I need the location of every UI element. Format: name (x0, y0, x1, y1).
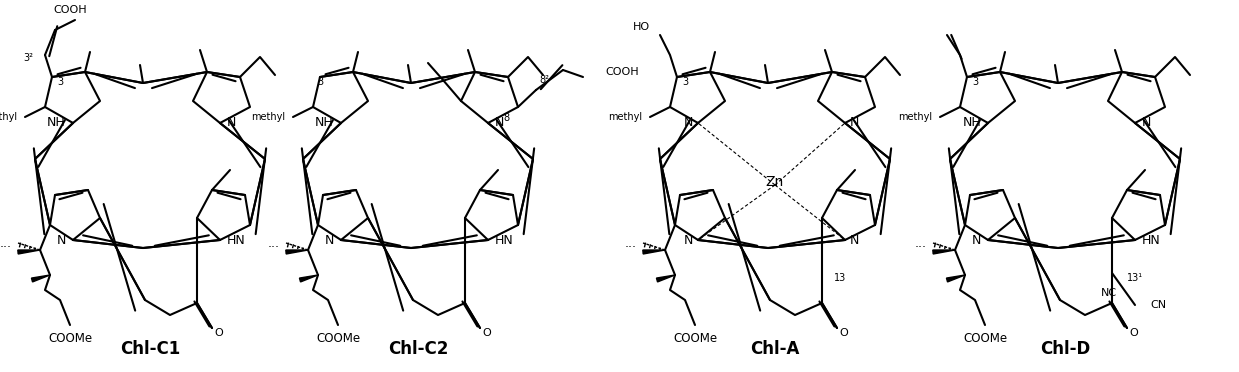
Text: methyl: methyl (0, 112, 17, 122)
Text: 3²: 3² (24, 53, 33, 63)
Text: methyl: methyl (898, 112, 932, 122)
Text: ···: ··· (914, 241, 927, 254)
Text: N: N (227, 116, 237, 129)
Text: 3: 3 (57, 77, 63, 87)
Text: HN: HN (1142, 234, 1161, 247)
Text: 3: 3 (317, 77, 323, 87)
Text: COOH: COOH (53, 5, 87, 15)
Text: HN: HN (227, 234, 245, 247)
Text: 13¹: 13¹ (1127, 273, 1144, 283)
Text: 3: 3 (973, 77, 978, 87)
Text: N: N (325, 234, 335, 247)
Text: ···: ··· (0, 241, 12, 254)
Text: Chl-C2: Chl-C2 (388, 340, 449, 358)
Text: COOMe: COOMe (963, 331, 1007, 344)
Text: 13: 13 (834, 273, 846, 283)
Text: 8: 8 (503, 113, 509, 123)
Text: N: N (850, 116, 860, 129)
Text: NH: NH (315, 116, 335, 129)
Text: COOMe: COOMe (48, 331, 92, 344)
Text: N: N (1142, 116, 1151, 129)
Text: methyl: methyl (608, 112, 642, 122)
Text: O: O (214, 328, 223, 338)
Text: O: O (1130, 328, 1139, 338)
Text: ···: ··· (624, 241, 637, 254)
Text: methyl: methyl (250, 112, 285, 122)
Text: COOH: COOH (605, 67, 638, 77)
Text: NC: NC (1101, 288, 1118, 298)
Text: COOMe: COOMe (316, 331, 361, 344)
Polygon shape (933, 250, 955, 254)
Text: O: O (483, 328, 492, 338)
Text: Chl-D: Chl-D (1040, 340, 1090, 358)
Text: CN: CN (1150, 300, 1166, 310)
Polygon shape (643, 250, 665, 254)
Polygon shape (286, 250, 309, 254)
Text: N: N (684, 234, 693, 247)
Text: NH: NH (963, 116, 981, 129)
Polygon shape (31, 275, 50, 282)
Text: COOMe: COOMe (673, 331, 717, 344)
Text: N: N (971, 234, 981, 247)
Polygon shape (947, 275, 965, 282)
Polygon shape (300, 275, 318, 282)
Text: Chl-A: Chl-A (751, 340, 799, 358)
Text: HN: HN (496, 234, 514, 247)
Text: Zn: Zn (766, 175, 784, 189)
Text: ···: ··· (268, 241, 280, 254)
Text: N: N (496, 116, 504, 129)
Text: HO: HO (633, 22, 650, 32)
Text: 3: 3 (681, 77, 688, 87)
Text: O: O (840, 328, 849, 338)
Polygon shape (657, 275, 675, 282)
Polygon shape (17, 250, 40, 254)
Text: NH: NH (47, 116, 66, 129)
Text: N: N (57, 234, 66, 247)
Text: Chl-C1: Chl-C1 (120, 340, 180, 358)
Text: N: N (684, 116, 693, 129)
Text: N: N (850, 234, 860, 247)
Text: 8²: 8² (539, 75, 549, 85)
